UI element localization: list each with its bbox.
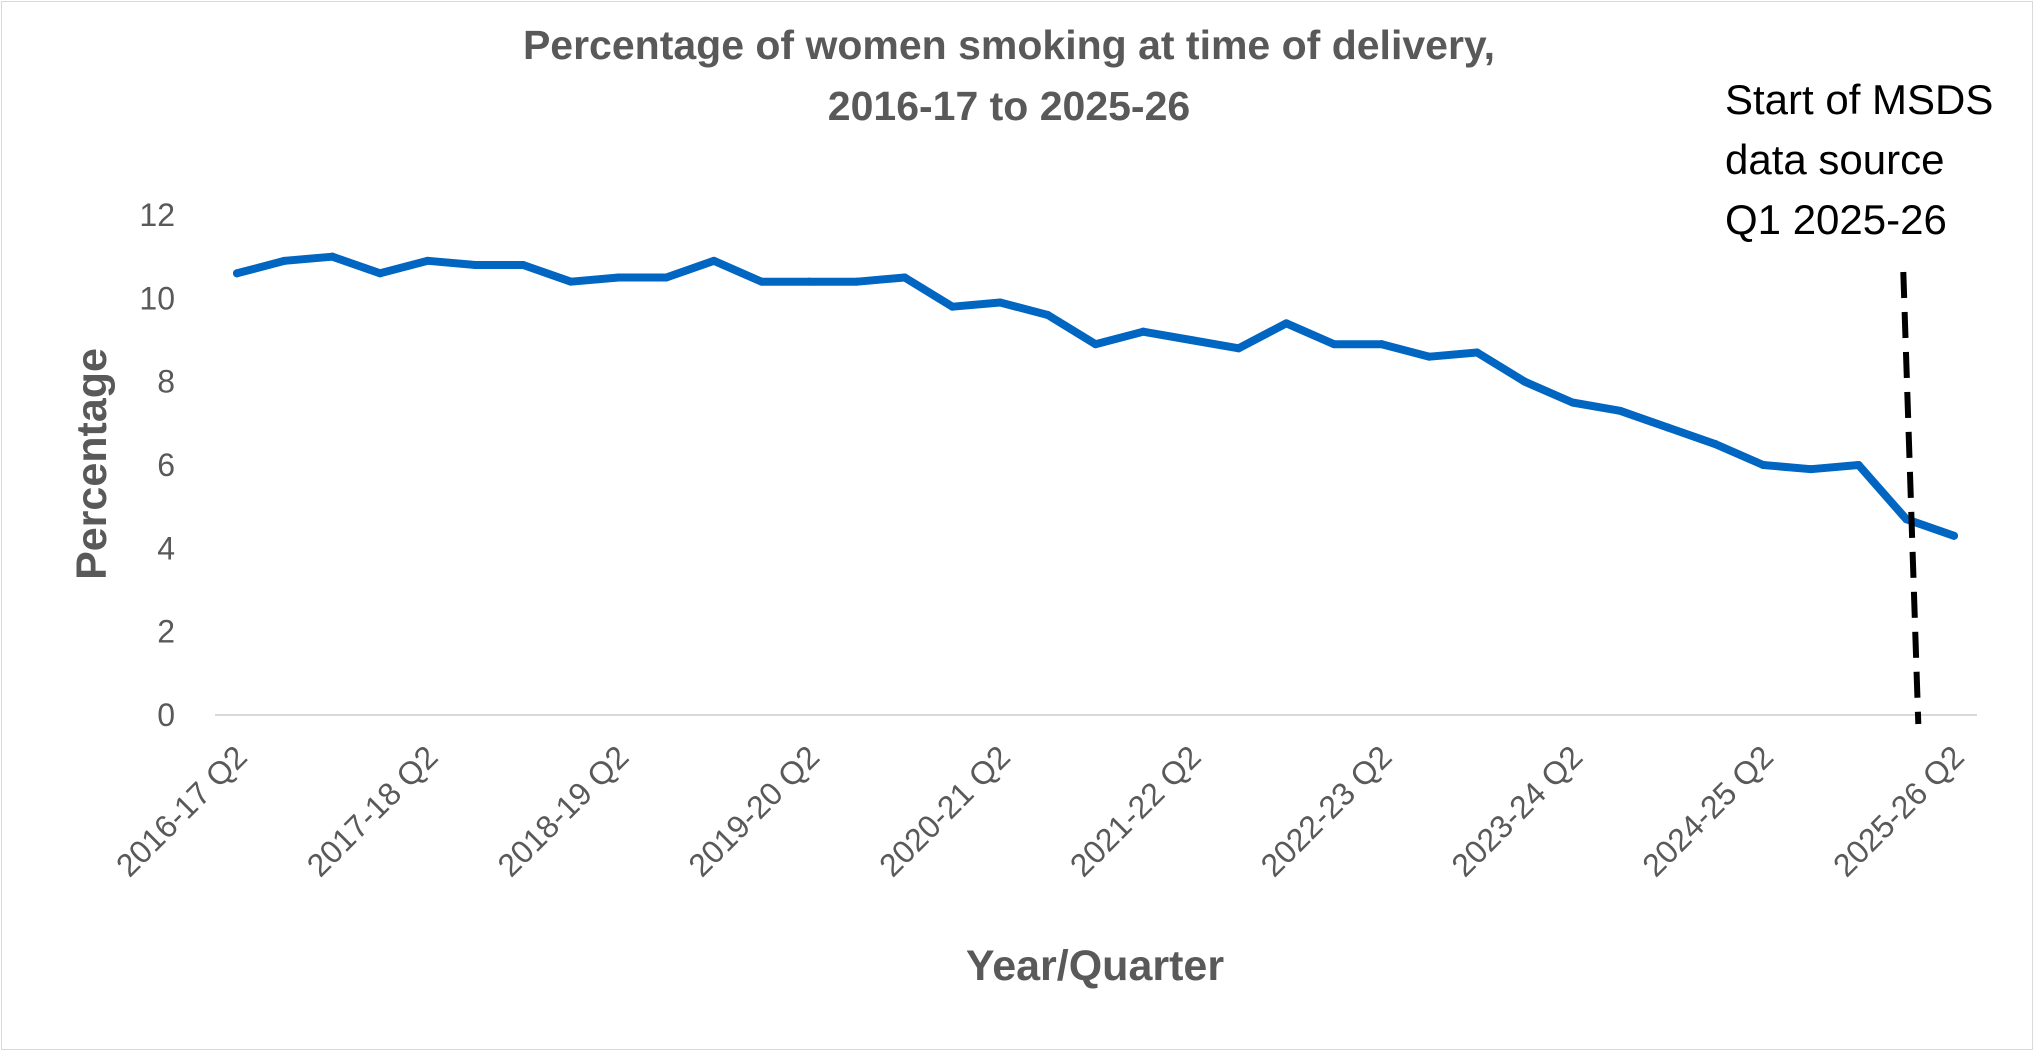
chart-subtitle: 2016-17 to 2025-26 bbox=[828, 83, 1190, 129]
y-tick-label: 4 bbox=[157, 530, 175, 566]
data-point bbox=[1663, 423, 1672, 432]
data-point bbox=[1568, 398, 1577, 407]
data-points bbox=[233, 252, 1958, 540]
data-point bbox=[1616, 406, 1625, 415]
data-point bbox=[1139, 327, 1148, 336]
data-point bbox=[1377, 340, 1386, 349]
chart-title: Percentage of women smoking at time of d… bbox=[523, 22, 1495, 68]
x-tick-label: 2021-22 Q2 bbox=[1063, 738, 1208, 883]
x-tick-label: 2016-17 Q2 bbox=[109, 738, 254, 883]
y-axis-title: Percentage bbox=[68, 348, 116, 580]
x-tick-label: 2025-26 Q2 bbox=[1826, 738, 1971, 883]
data-point bbox=[1473, 348, 1482, 357]
data-point bbox=[1186, 336, 1195, 344]
y-tick-label: 10 bbox=[139, 280, 175, 316]
data-point bbox=[948, 302, 957, 311]
x-tick-label: 2020-21 Q2 bbox=[872, 738, 1017, 883]
y-tick-label: 2 bbox=[157, 614, 175, 650]
data-point bbox=[1329, 340, 1338, 349]
data-point bbox=[900, 273, 909, 282]
y-tick-label: 6 bbox=[157, 447, 175, 483]
data-point bbox=[996, 298, 1005, 307]
data-point bbox=[423, 256, 432, 265]
data-point bbox=[376, 269, 385, 278]
x-tick-label: 2018-19 Q2 bbox=[491, 738, 636, 883]
data-point bbox=[709, 256, 718, 265]
data-point bbox=[280, 256, 289, 265]
data-point bbox=[1425, 352, 1434, 361]
data-point bbox=[1282, 319, 1291, 328]
x-axis-title: Year/Quarter bbox=[966, 942, 1224, 990]
data-point bbox=[1902, 515, 1911, 524]
data-point bbox=[805, 277, 814, 286]
annotation-line-2: data source bbox=[1725, 136, 1944, 183]
data-point bbox=[1520, 377, 1529, 386]
data-point bbox=[233, 269, 241, 278]
data-point bbox=[566, 277, 575, 286]
data-point bbox=[1234, 344, 1243, 353]
series-line bbox=[233, 252, 1958, 540]
data-point bbox=[328, 252, 337, 261]
data-point bbox=[853, 277, 862, 286]
y-tick-label: 0 bbox=[157, 697, 175, 733]
annotation-line-1: Start of MSDS bbox=[1725, 76, 1993, 123]
data-point bbox=[519, 261, 528, 269]
x-tick-label: 2019-20 Q2 bbox=[681, 738, 826, 883]
x-tick-label: 2024-25 Q2 bbox=[1635, 738, 1780, 883]
y-tick-label: 8 bbox=[157, 364, 175, 400]
x-tick-label: 2017-18 Q2 bbox=[300, 738, 445, 883]
msds-start-dashed-line bbox=[1900, 271, 1922, 725]
x-axis-ticks: 2016-17 Q2 2017-18 Q2 2018-19 Q2 2019-20 Q2… bbox=[109, 738, 1971, 883]
y-axis-ticks: 0 2 4 6 8 10 12 bbox=[139, 197, 175, 733]
data-point bbox=[1854, 461, 1863, 469]
data-point bbox=[757, 277, 766, 286]
x-tick-label: 2023-24 Q2 bbox=[1444, 738, 1589, 883]
data-point bbox=[1043, 311, 1052, 319]
data-point bbox=[1950, 531, 1958, 540]
data-point bbox=[1806, 465, 1815, 474]
data-point bbox=[614, 273, 623, 282]
y-tick-label: 12 bbox=[139, 197, 175, 233]
data-point bbox=[1759, 461, 1768, 469]
data-point bbox=[1711, 440, 1720, 449]
annotation-line-3: Q1 2025-26 bbox=[1725, 196, 1947, 243]
data-point bbox=[1091, 340, 1100, 349]
data-point bbox=[662, 273, 671, 282]
data-point bbox=[471, 261, 480, 269]
x-tick-label: 2022-23 Q2 bbox=[1254, 738, 1399, 883]
